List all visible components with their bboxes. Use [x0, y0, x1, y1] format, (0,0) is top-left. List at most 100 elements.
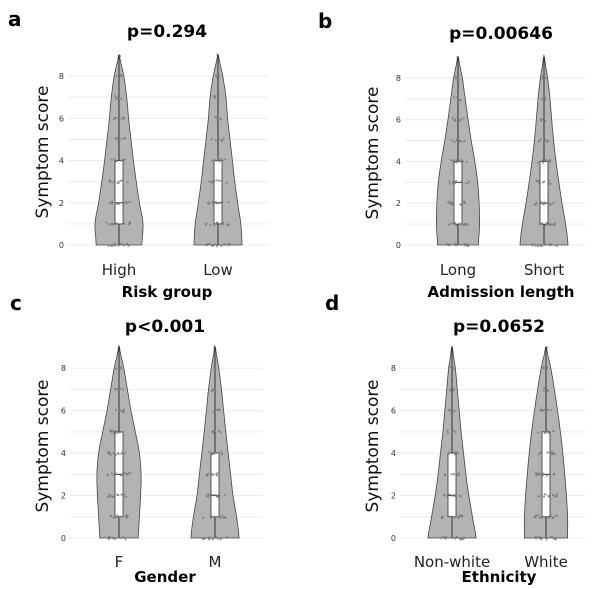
jitter-point — [541, 159, 544, 162]
jitter-point — [208, 180, 211, 183]
box-m — [210, 452, 220, 518]
jitter-point — [120, 536, 123, 540]
jitter-point — [538, 139, 542, 142]
jitter-point — [451, 410, 455, 413]
jitter-point — [463, 200, 466, 203]
jitter-point — [547, 389, 550, 392]
jitter-point — [106, 495, 109, 498]
jitter-point — [209, 514, 212, 517]
jitter-point — [107, 244, 110, 247]
jitter-point — [109, 429, 112, 432]
panel-a: a p=0.294 Symptom score Risk group 0 2 4 6 8… — [8, 7, 268, 301]
jitter-point — [543, 495, 546, 498]
jitter-point — [117, 244, 120, 247]
y-tick-label: 2 — [59, 199, 64, 208]
y-tick-label: 8 — [391, 364, 396, 373]
jitter-point — [116, 182, 119, 185]
jitter-point — [533, 243, 536, 246]
jitter-point — [112, 537, 115, 540]
jitter-point — [207, 202, 210, 205]
jitter-point — [546, 346, 549, 349]
jitter-point — [544, 224, 547, 227]
jitter-point — [466, 243, 469, 246]
panel-c-plot: 0 2 4 6 8 F M — [61, 344, 262, 571]
jitter-point — [114, 537, 117, 540]
jitter-point — [212, 452, 215, 455]
jitter-point — [123, 408, 126, 411]
jitter-point — [118, 536, 121, 539]
jitter-point — [451, 222, 455, 225]
jitter-point — [462, 117, 465, 120]
jitter-point — [214, 389, 217, 392]
jitter-point — [110, 202, 113, 205]
jitter-point — [128, 200, 131, 203]
jitter-point — [211, 389, 214, 392]
jitter-point — [120, 452, 123, 455]
jitter-point — [207, 536, 210, 539]
jitter-point — [534, 536, 538, 539]
jitter-point — [218, 408, 221, 412]
jitter-point — [219, 516, 222, 520]
jitter-point — [449, 515, 452, 518]
jitter-point — [546, 408, 550, 411]
jitter-point — [114, 179, 117, 183]
jitter-point — [454, 75, 457, 78]
jitter-point — [452, 367, 455, 370]
x-tick-label-high: High — [102, 261, 136, 279]
jitter-point — [445, 536, 448, 539]
jitter-point — [120, 97, 123, 100]
jitter-point — [119, 474, 123, 477]
jitter-point — [543, 96, 546, 99]
jitter-point — [212, 202, 215, 205]
jitter-point — [453, 221, 456, 225]
jitter-point — [223, 516, 226, 519]
jitter-point — [119, 243, 122, 246]
jitter-point — [217, 202, 220, 205]
jitter-point — [213, 345, 216, 348]
jitter-point — [212, 473, 215, 476]
y-tick-label: 0 — [391, 534, 396, 543]
jitter-point — [208, 450, 211, 453]
jitter-point — [115, 367, 118, 370]
jitter-point — [552, 430, 555, 433]
jitter-point — [542, 386, 546, 390]
jitter-point — [212, 410, 215, 413]
jitter-point — [545, 538, 548, 541]
panel-letter-d: d — [325, 291, 339, 315]
jitter-point — [550, 515, 553, 518]
jitter-point — [454, 242, 457, 246]
box-high — [114, 160, 124, 225]
jitter-point — [459, 99, 462, 102]
jitter-point — [453, 160, 456, 164]
jitter-point — [215, 159, 218, 162]
jitter-point — [211, 429, 214, 433]
jitter-point — [221, 159, 224, 162]
jitter-point — [114, 431, 117, 435]
jitter-point — [211, 453, 214, 456]
jitter-point — [128, 221, 131, 224]
jitter-point — [448, 182, 451, 185]
jitter-point — [205, 244, 208, 247]
jitter-point — [449, 365, 452, 368]
jitter-point — [447, 432, 450, 435]
jitter-point — [127, 471, 131, 474]
jitter-point — [212, 95, 215, 98]
jitter-point — [205, 494, 208, 498]
box-long — [453, 161, 463, 225]
jitter-point — [218, 514, 221, 518]
jitter-point — [122, 495, 125, 498]
jitter-point — [455, 161, 458, 164]
y-tick-label: 2 — [391, 492, 396, 501]
jitter-point — [460, 159, 464, 162]
jitter-point — [216, 53, 219, 56]
jitter-point — [210, 159, 213, 162]
jitter-point — [117, 97, 120, 100]
jitter-point — [126, 201, 129, 204]
jitter-point — [107, 450, 110, 453]
jitter-point — [448, 493, 452, 496]
jitter-point — [117, 388, 120, 391]
panel-b-title: p=0.00646 — [449, 24, 553, 44]
jitter-point — [541, 118, 544, 121]
jitter-point — [123, 222, 126, 225]
jitter-point — [121, 388, 124, 391]
